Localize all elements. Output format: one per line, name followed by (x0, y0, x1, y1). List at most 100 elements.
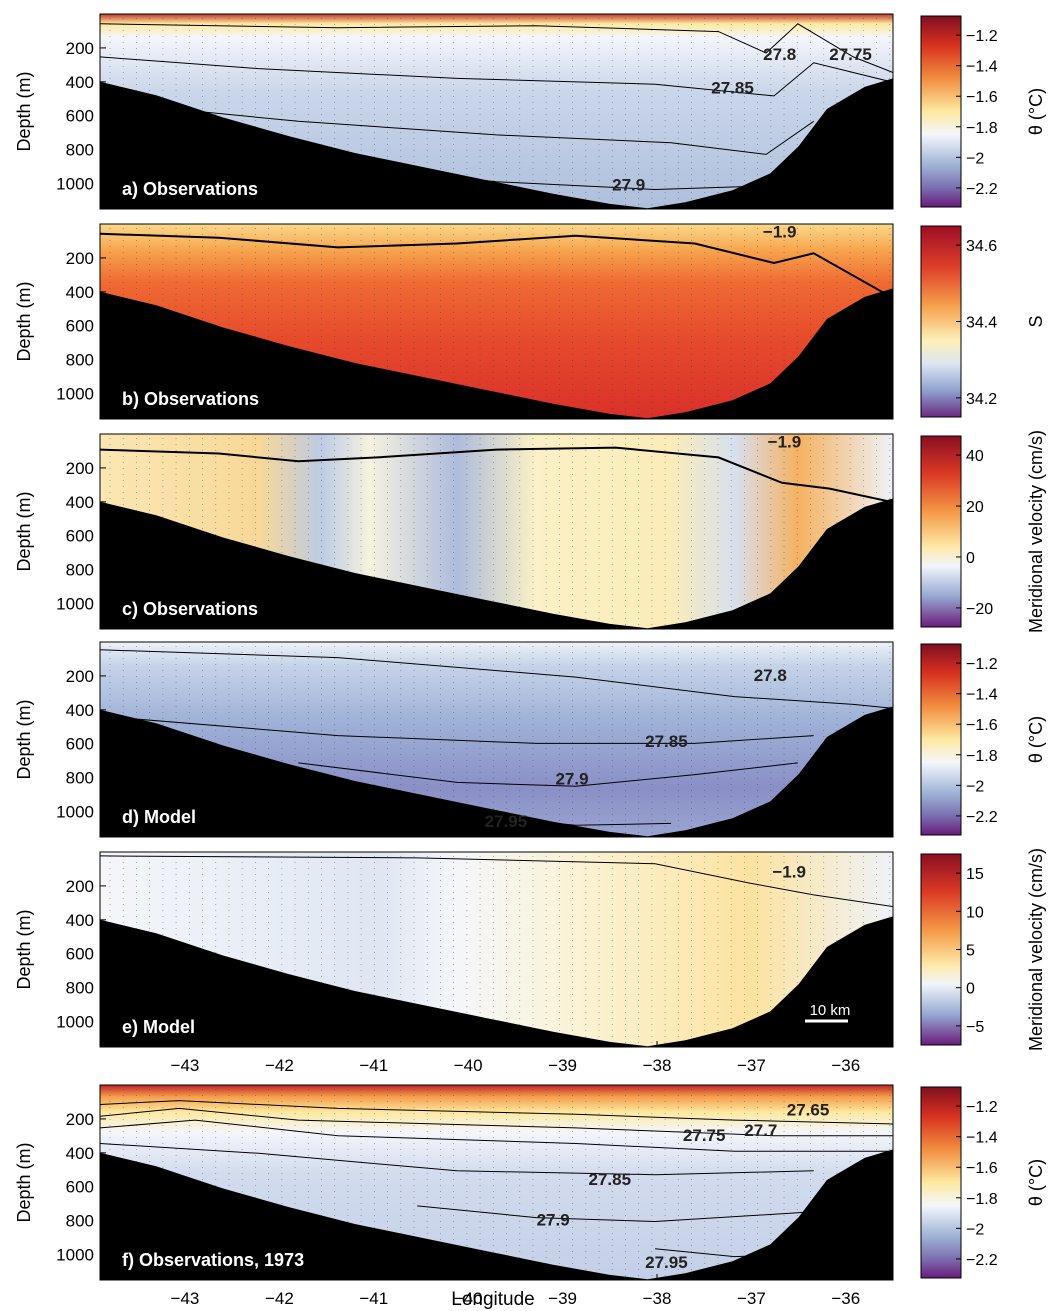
plot-area (100, 14, 893, 209)
panel-d: 27.8 27.85 27.9 27.95 d) Model 200 400 600 800 10… (14, 641, 1046, 838)
y-tick-label: 600 (66, 1178, 94, 1197)
y-tick-label: 400 (66, 493, 94, 512)
y-tick-label: 200 (66, 1110, 94, 1129)
colorbar-tick-label: −1.4 (966, 1130, 998, 1147)
bathymetry (100, 498, 893, 629)
colorbar-tick-label: −1.6 (966, 1160, 998, 1177)
contour-line (100, 56, 893, 97)
y-tick-label: 800 (66, 561, 94, 580)
contour-label: 27.95 (645, 1253, 688, 1272)
colorbar-label: θ (°C) (1026, 716, 1046, 763)
y-tick-label: 1000 (56, 803, 94, 822)
panel-f: 27.65 27.7 27.75 27.85 27.9 27.95 f) Observati… (14, 1084, 1046, 1308)
x-tick-label: −43 (171, 1056, 200, 1075)
plot-area (100, 1085, 893, 1280)
contour-line (100, 1119, 893, 1152)
y-tick-label: 400 (66, 911, 94, 930)
y-tick-label: 1000 (56, 595, 94, 614)
plot-area (100, 224, 893, 419)
colorbar-label: θ (°C) (1026, 88, 1046, 135)
contour-line (100, 1143, 814, 1176)
panel-c: −1.9c) Observations2004006008001000Depth… (14, 430, 1046, 633)
y-axis-label: Depth (m) (14, 281, 34, 361)
y-tick-label: 600 (66, 945, 94, 964)
colorbar (920, 1086, 962, 1279)
colorbar (920, 853, 962, 1046)
x-tick-label: −43 (171, 1289, 200, 1308)
y-tick-label: 600 (66, 527, 94, 546)
x-tick-label: −41 (359, 1056, 388, 1075)
colorbar-tick-label: 40 (966, 448, 984, 465)
y-tick-label: 800 (66, 351, 94, 370)
contour-line (100, 1107, 893, 1137)
contour-label: 27.9 (555, 769, 588, 788)
colorbar-tick-label: 34.6 (966, 238, 997, 255)
panel-b: −1.9 b) Observations 200 400 600 800 1000 Depth… (14, 223, 1046, 420)
y-tick-label: 400 (66, 73, 94, 92)
contour-label: 27.75 (683, 1126, 726, 1145)
colorbar-tick-label: 10 (966, 904, 984, 921)
colorbar (920, 435, 962, 628)
y-tick-label: 600 (66, 735, 94, 754)
colorbar-label: Meridional velocity (cm/s) (1026, 430, 1046, 633)
x-tick-label: −41 (359, 1289, 388, 1308)
x-tick-label: −42 (265, 1289, 294, 1308)
colorbar-tick-label: −2.2 (966, 809, 998, 826)
y-tick-label: 600 (66, 107, 94, 126)
x-tick-label: −36 (831, 1056, 860, 1075)
plot-frame (99, 433, 894, 630)
y-tick-label: 400 (66, 283, 94, 302)
colorbar-tick-label: −20 (966, 601, 993, 618)
contour-label: 27.85 (589, 1170, 632, 1189)
colorbar-tick-label: −2 (966, 1221, 984, 1238)
x-tick-label: −42 (265, 1056, 294, 1075)
bathymetry (100, 916, 893, 1047)
y-axis-label: Depth (m) (14, 1142, 34, 1222)
y-tick-label: 1000 (56, 175, 94, 194)
colorbar-tick-label: −2 (966, 150, 984, 167)
x-tick-label: −38 (643, 1056, 672, 1075)
colorbar-tick-label: 20 (966, 499, 984, 516)
y-tick-label: 1000 (56, 1013, 94, 1032)
y-tick-label: 400 (66, 701, 94, 720)
panel-label: e) Model (122, 1017, 195, 1037)
contour-label: −1.9 (763, 223, 797, 242)
contour-line (100, 1100, 893, 1125)
colorbar-tick-label: 34.2 (966, 391, 997, 408)
y-axis-label: Depth (m) (14, 71, 34, 151)
contour-label: 27.9 (612, 175, 645, 194)
y-axis-label: Depth (m) (14, 699, 34, 779)
x-tick-label: −37 (737, 1289, 766, 1308)
contour-label: 27.9 (537, 1211, 570, 1230)
panel-label: d) Model (122, 807, 196, 827)
y-tick-label: 600 (66, 317, 94, 336)
x-tick-label: −39 (548, 1056, 577, 1075)
plot-frame (99, 13, 894, 210)
bathymetry (100, 288, 893, 419)
panel-e: −1.9 e) Model 10 km 200 400 600 800 1000 Depth (… (14, 848, 1046, 1075)
plot-area (100, 852, 893, 1047)
y-tick-label: 200 (66, 667, 94, 686)
contour-label: 27.65 (787, 1101, 830, 1120)
colorbar (920, 643, 962, 836)
bathymetry (100, 1149, 893, 1280)
contour-line (100, 101, 814, 155)
bathymetry (100, 706, 893, 837)
contour-label: 27.75 (829, 45, 872, 64)
y-tick-label: 200 (66, 459, 94, 478)
contour-line (100, 649, 893, 709)
y-tick-label: 800 (66, 1212, 94, 1231)
panel-label: c) Observations (122, 599, 258, 619)
contour-label: 27.85 (711, 79, 754, 98)
y-tick-label: 1000 (56, 385, 94, 404)
contour-label: 27.85 (645, 732, 688, 751)
colorbar-tick-label: 5 (966, 943, 975, 960)
y-tick-label: 1000 (56, 1246, 94, 1265)
plot-area (100, 642, 893, 837)
y-tick-label: 200 (66, 877, 94, 896)
plot-frame (99, 1084, 894, 1281)
colorbar-tick-label: −1.2 (966, 1099, 998, 1116)
colorbar (920, 15, 962, 208)
contour-line (100, 855, 893, 908)
panel-label: b) Observations (122, 389, 259, 409)
